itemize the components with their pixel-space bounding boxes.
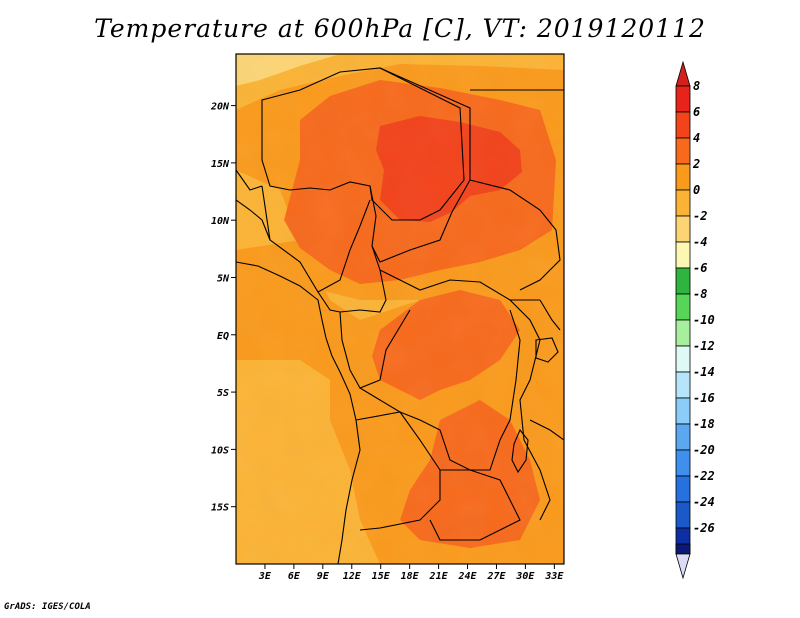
lon-label: 6E: [288, 571, 301, 582]
border-cameroon: [317, 269, 387, 313]
colorbar-bin: [675, 215, 691, 243]
lon-label: 18E: [401, 571, 420, 582]
lat-label: EQ: [217, 331, 229, 342]
lat-label: 10N: [211, 216, 230, 227]
colorbar-top-arrow: [675, 60, 691, 87]
colorbar-bin: [675, 501, 691, 529]
border-sudan: [469, 89, 564, 291]
colorbar-bin: [675, 163, 691, 191]
colorbar-label: -6: [693, 261, 707, 275]
map-title: Temperature at 600hPa [C], VT: 201912011…: [94, 14, 706, 43]
colorbar-bin: [675, 319, 691, 347]
colorbar-label: -12: [693, 339, 715, 353]
colorbar-label: -18: [693, 417, 715, 431]
border-chad: [369, 67, 471, 263]
lat-label: 20N: [210, 102, 230, 113]
border-niger: [261, 67, 465, 221]
plot-frame: [235, 53, 565, 565]
colorbar-label: -10: [693, 313, 715, 327]
lake-outline: [511, 428, 529, 474]
colorbar-bin: [675, 137, 691, 165]
colorbar-bin: [675, 85, 691, 113]
lake-victoria: [535, 337, 559, 363]
lat-label: 15N: [211, 159, 230, 170]
colorbar-label: -26: [693, 521, 715, 535]
colorbar-label: -16: [693, 391, 715, 405]
border-angola: [355, 411, 441, 531]
colorbar-legend: 8 6 4 2 0 -2 -4 -6 -8 -10 -12 -14 -16 -18 -20 -22 -24 -26: [675, 60, 715, 580]
lat-label: 10S: [211, 445, 229, 456]
colorbar-label: -24: [693, 495, 715, 509]
grads-credit: GrADS: IGES/COLA: [4, 602, 91, 612]
coastline-west: [236, 261, 361, 564]
colorbar-label: 8: [693, 79, 700, 93]
colorbar-label: 0: [693, 183, 700, 197]
colorbar-bin: [675, 423, 691, 451]
colorbar-bin: [675, 345, 691, 373]
colorbar-label: -14: [693, 365, 715, 379]
border-misc-1: [236, 169, 271, 241]
colorbar-bin: [675, 241, 691, 269]
lon-label: 12E: [343, 571, 362, 582]
colorbar-label: -2: [693, 209, 707, 223]
colorbar-bin: [675, 449, 691, 477]
colorbar-label: 6: [693, 105, 700, 119]
lon-label: 15E: [372, 571, 391, 582]
lon-label: 21E: [429, 571, 449, 582]
lon-label: 3E: [258, 571, 272, 582]
lon-label: 27E: [486, 571, 506, 582]
colorbar-bin: [675, 475, 691, 503]
country-borders: [236, 67, 564, 564]
lat-label: 5N: [217, 273, 230, 284]
border-congo: [339, 309, 411, 389]
colorbar-bin: [675, 371, 691, 399]
colorbar-label: -20: [693, 443, 715, 457]
border-east: [509, 299, 551, 521]
colorbar-label: 4: [693, 131, 700, 145]
colorbar-bin: [675, 293, 691, 321]
border-car: [371, 245, 540, 301]
colorbar-label: 2: [692, 157, 700, 171]
border-zambia: [429, 469, 521, 541]
colorbar-bin: [675, 397, 691, 425]
colorbar-label: -8: [693, 287, 707, 301]
colorbar-bottom-arrow: [675, 553, 691, 580]
latitude-axis: 20N 15N 10N 5N EQ 5S 10S 15S: [210, 102, 236, 514]
longitude-axis: 3E 6E 9E 12E 15E 18E 21E 24E 27E 30E 33E: [258, 564, 564, 582]
colorbar-label: -4: [693, 235, 707, 249]
lon-label: 33E: [544, 571, 564, 582]
lon-label: 30E: [515, 571, 535, 582]
lon-label: 9E: [317, 571, 330, 582]
lat-label: 5S: [217, 388, 229, 399]
colorbar-label: -22: [693, 469, 715, 483]
border-nigeria: [261, 185, 371, 293]
colorbar-bottom-band: [675, 543, 691, 555]
lat-label: 15S: [211, 503, 229, 514]
colorbar-bin: [675, 267, 691, 295]
colorbar-bin: [675, 189, 691, 217]
lon-label: 24E: [457, 571, 477, 582]
colorbar-bin: [675, 111, 691, 139]
temperature-field: [236, 54, 564, 564]
border-misc-2: [529, 299, 564, 441]
